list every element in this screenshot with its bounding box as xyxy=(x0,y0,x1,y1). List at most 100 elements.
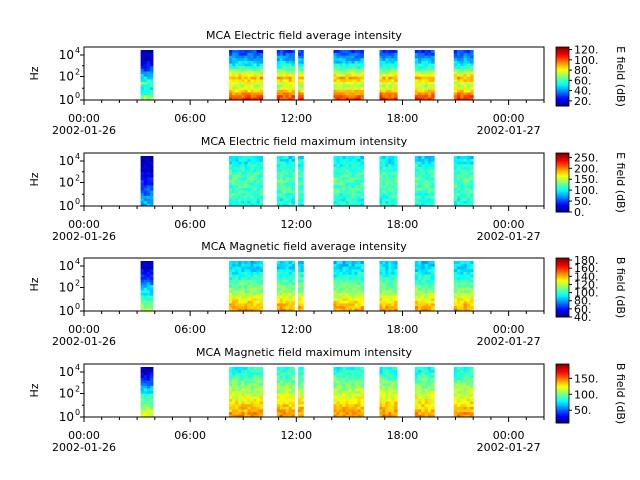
heatmap-cell xyxy=(457,89,461,93)
heatmap-cell xyxy=(276,385,281,389)
heatmap-cell xyxy=(333,385,337,389)
heatmap-cell xyxy=(256,295,261,299)
heatmap-cell xyxy=(424,271,429,275)
heatmap-cell xyxy=(333,71,337,75)
heatmap-cell xyxy=(336,305,340,309)
heatmap-cell xyxy=(146,287,151,291)
heatmap-cell xyxy=(385,308,389,312)
heatmap-cell xyxy=(421,279,425,283)
heatmap-cell xyxy=(424,92,429,96)
heatmap-cell xyxy=(250,287,254,291)
colorbar-swatch xyxy=(556,393,569,396)
colorbar-swatch xyxy=(556,371,569,374)
heatmap-cell xyxy=(143,403,148,407)
heatmap-cell xyxy=(288,192,292,196)
heatmap-cell xyxy=(232,94,236,98)
heatmap-cell xyxy=(388,303,392,307)
colorbar-swatch xyxy=(556,103,569,106)
heatmap-cell xyxy=(424,190,429,194)
heatmap-cell xyxy=(235,78,239,82)
heatmap-cell xyxy=(140,94,145,98)
heatmap-cell xyxy=(424,158,429,162)
heatmap-cell xyxy=(244,81,248,85)
heatmap-cell xyxy=(253,195,257,199)
heatmap-cell xyxy=(244,97,248,101)
heatmap-cell xyxy=(288,398,292,402)
heatmap-cell xyxy=(336,271,340,275)
heatmap-cell xyxy=(229,89,233,93)
heatmap-cell xyxy=(351,73,355,77)
heatmap-cell xyxy=(388,76,392,80)
heatmap-cell xyxy=(140,192,145,196)
heatmap-cell xyxy=(354,161,358,165)
heatmap-cell xyxy=(388,158,392,162)
heatmap-cell xyxy=(339,308,343,312)
heatmap-cell xyxy=(382,84,386,88)
heatmap-cell xyxy=(336,174,340,178)
heatmap-cell xyxy=(345,369,349,373)
heatmap-cell xyxy=(279,89,284,93)
heatmap-cell xyxy=(241,268,245,272)
heatmap-cell xyxy=(339,287,343,291)
colorbar-swatch xyxy=(556,51,569,54)
heatmap-cell xyxy=(391,182,395,186)
heatmap-cell xyxy=(259,192,264,196)
heatmap-cell xyxy=(235,94,239,98)
heatmap-cell xyxy=(241,94,245,98)
heatmap-cell xyxy=(466,398,471,402)
heatmap-cell xyxy=(342,163,346,167)
heatmap-cell xyxy=(424,81,429,85)
heatmap-cell xyxy=(279,367,284,371)
heatmap-cell xyxy=(379,60,383,64)
heatmap-cell xyxy=(259,292,264,296)
heatmap-cell xyxy=(339,279,343,283)
heatmap-cell xyxy=(345,292,349,296)
heatmap-cell xyxy=(466,94,471,98)
heatmap-cell xyxy=(466,65,471,69)
heatmap-cell xyxy=(282,295,287,299)
heatmap-cell xyxy=(253,398,257,402)
heatmap-cell xyxy=(453,158,458,162)
heatmap-cell xyxy=(143,289,148,293)
heatmap-cell xyxy=(453,263,458,267)
heatmap-cell xyxy=(360,169,364,173)
heatmap-cell xyxy=(244,382,248,386)
heatmap-cell xyxy=(253,406,257,410)
heatmap-cell xyxy=(394,263,398,267)
heatmap-cell xyxy=(348,369,352,373)
heatmap-cell xyxy=(466,406,471,410)
colorbar-swatch xyxy=(556,293,569,296)
heatmap-cell xyxy=(345,303,349,307)
heatmap-cell xyxy=(253,374,257,378)
heatmap-cell xyxy=(279,50,284,54)
heatmap-cell xyxy=(333,382,337,386)
heatmap-cell xyxy=(298,377,302,381)
heatmap-cell xyxy=(247,163,251,167)
heatmap-cell xyxy=(379,198,383,202)
heatmap-cell xyxy=(238,393,242,397)
heatmap-cell xyxy=(351,406,355,410)
heatmap-cell xyxy=(351,63,355,67)
heatmap-cell xyxy=(457,380,461,384)
heatmap-cell xyxy=(460,89,464,93)
heatmap-cell xyxy=(379,261,383,265)
heatmap-cell xyxy=(357,266,361,270)
heatmap-cell xyxy=(238,78,242,82)
colorbar-swatch xyxy=(556,421,569,424)
heatmap-cell xyxy=(298,182,302,186)
heatmap-cell xyxy=(348,57,352,61)
heatmap-cell xyxy=(250,158,254,162)
x-tick-time: 00:00 xyxy=(68,429,100,442)
heatmap-cell xyxy=(285,84,290,88)
heatmap-cell xyxy=(342,263,346,267)
heatmap-cell xyxy=(382,401,386,405)
heatmap-cell xyxy=(247,303,251,307)
heatmap-cell xyxy=(460,385,464,389)
heatmap-cell xyxy=(229,174,233,178)
heatmap-cell xyxy=(414,388,419,392)
heatmap-cell xyxy=(336,161,340,165)
heatmap-cell xyxy=(244,50,248,54)
heatmap-cell xyxy=(285,305,290,309)
heatmap-cell xyxy=(146,52,151,56)
heatmap-cell xyxy=(463,289,468,293)
